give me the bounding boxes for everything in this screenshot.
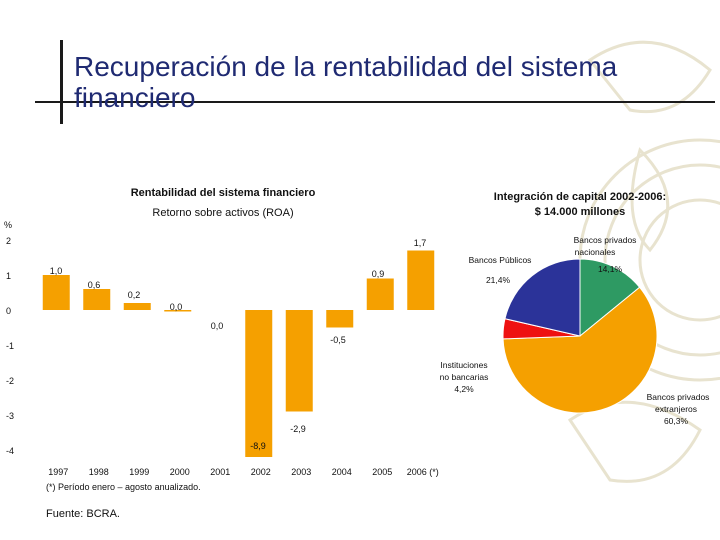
bar-data-label: 0,0 — [211, 321, 224, 331]
source-note: Fuente: BCRA. — [46, 508, 120, 520]
y-tick-label: -1 — [6, 341, 14, 351]
x-tick-label: 2001 — [210, 467, 230, 477]
bar — [366, 278, 394, 310]
x-tick-label: 1997 — [48, 467, 68, 477]
bar — [123, 303, 151, 310]
title-frame-horizontal-line — [35, 101, 715, 103]
y-tick-label: -3 — [6, 411, 14, 421]
pie-slice-label: no bancarias — [440, 372, 489, 382]
x-tick-label: 1998 — [89, 467, 109, 477]
bar-data-label: 0,6 — [88, 280, 101, 290]
bar-data-label: -8,9 — [250, 441, 266, 451]
capital-pie-chart: Integración de capital 2002-2006: $ 14.0… — [440, 191, 710, 426]
pie-slice — [579, 258, 641, 338]
pie-slice-value: 60,3% — [664, 416, 689, 426]
pie-slice-label: nacionales — [575, 247, 616, 257]
bar — [83, 289, 111, 310]
pie-slice-label: Instituciones — [440, 360, 487, 370]
bar — [42, 275, 70, 310]
bar-data-label: 1,7 — [414, 238, 427, 248]
y-tick-label: -4 — [6, 446, 14, 456]
pie-slice-label: extranjeros — [655, 404, 697, 414]
pie-slice-label: Bancos privados — [574, 235, 637, 245]
pie-slice — [502, 286, 658, 414]
pie-slice-label: Bancos Públicos — [469, 255, 532, 265]
pie-slice-value: 4,2% — [454, 384, 474, 394]
roa-bar-chart: Rentabilidad del sistema financiero Reto… — [4, 187, 439, 477]
pie-slice-label: Bancos privados — [647, 392, 710, 402]
pie-slice-value: 14,1% — [598, 264, 623, 274]
bar-data-label: 0,9 — [372, 269, 385, 279]
pie-chart-subtitle: $ 14.000 millones — [535, 206, 626, 218]
bar-chart-title: Rentabilidad del sistema financiero — [131, 187, 316, 199]
y-tick-label: -2 — [6, 376, 14, 386]
pie-slice-value: 21,4% — [486, 275, 511, 285]
bar-data-label: 0,0 — [170, 302, 183, 312]
x-tick-label: 2004 — [332, 467, 352, 477]
pie-chart-title: Integración de capital 2002-2006: — [494, 191, 666, 203]
bar-data-label: -2,9 — [290, 424, 306, 434]
bar-data-label: -0,5 — [330, 335, 346, 345]
bar-data-label: 1,0 — [50, 266, 63, 276]
pie-slice — [504, 258, 581, 337]
y-axis-unit-label: % — [4, 220, 12, 230]
slide-title: Recuperación de la rentabilidad del sist… — [74, 50, 618, 113]
bar — [407, 250, 435, 310]
bar — [164, 310, 192, 312]
title-frame-vertical-line — [60, 40, 63, 124]
bar — [285, 310, 313, 412]
x-tick-label: 2000 — [170, 467, 190, 477]
bar — [326, 310, 354, 328]
y-tick-label: 0 — [6, 306, 11, 316]
bar-chart-subtitle: Retorno sobre activos (ROA) — [152, 207, 293, 219]
bar-data-label: 0,2 — [128, 290, 141, 300]
x-tick-label: 1999 — [129, 467, 149, 477]
x-tick-label: 2006 (*) — [407, 467, 439, 477]
y-tick-label: 1 — [6, 271, 11, 281]
x-tick-label: 2003 — [291, 467, 311, 477]
y-tick-label: 2 — [6, 236, 11, 246]
x-tick-label: 2002 — [251, 467, 271, 477]
bar — [245, 310, 273, 457]
x-tick-label: 2005 — [372, 467, 392, 477]
footnote: (*) Período enero – agosto anualizado. — [46, 482, 201, 492]
